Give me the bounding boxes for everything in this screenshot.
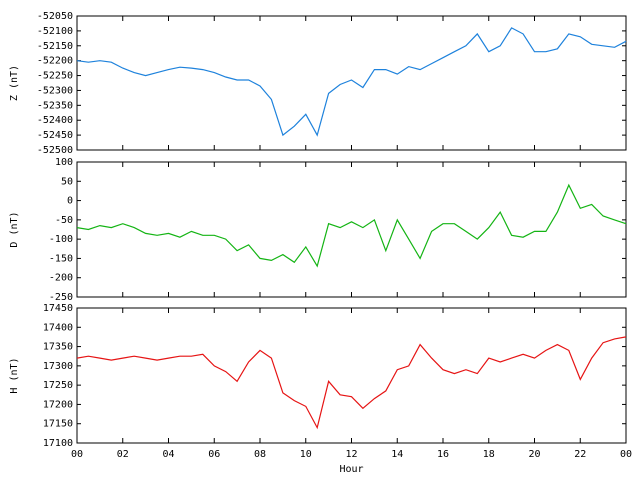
y-tick-label: -52400 [37, 115, 73, 126]
x-tick-label: 00 [620, 449, 632, 460]
y-tick-label: -200 [49, 273, 73, 284]
y-tick-label: 17350 [43, 342, 73, 353]
y-tick-label: 17450 [43, 303, 73, 314]
plot-frame [76, 307, 627, 444]
x-tick-label: 18 [483, 449, 495, 460]
y-tick-label: -50 [55, 215, 73, 226]
x-tick-label: 10 [300, 449, 312, 460]
data-line [76, 183, 627, 268]
y-tick-label: -52150 [37, 41, 73, 52]
y-tick-label: 17250 [43, 380, 73, 391]
x-tick-label: 08 [254, 449, 266, 460]
y-tick-label: 17100 [43, 438, 73, 449]
y-tick-label: 17200 [43, 399, 73, 410]
y-axis-label: H (nT) [9, 357, 20, 393]
y-tick-label: 17150 [43, 419, 73, 430]
x-tick-label: 12 [345, 449, 357, 460]
data-line [76, 336, 627, 430]
x-tick-label: 20 [528, 449, 540, 460]
y-tick-label: -100 [49, 234, 73, 245]
data-line [76, 27, 627, 137]
y-tick-label: 17400 [43, 322, 73, 333]
y-axis-label: Z (nT) [9, 65, 20, 101]
y-tick-label: 0 [67, 196, 73, 207]
x-tick-label: 04 [162, 449, 174, 460]
y-tick-label: -52250 [37, 71, 73, 82]
y-tick-label: 50 [61, 176, 73, 187]
y-tick-label: -52500 [37, 145, 73, 156]
plot-frame [76, 161, 627, 298]
y-tick-label: 17300 [43, 361, 73, 372]
x-tick-label: 16 [437, 449, 449, 460]
x-tick-label: 22 [574, 449, 586, 460]
y-tick-label: 100 [55, 157, 73, 168]
plot-frame [76, 15, 627, 151]
y-tick-label: -52350 [37, 100, 73, 111]
y-tick-label: -52100 [37, 26, 73, 37]
y-tick-label: -250 [49, 292, 73, 303]
y-tick-label: -52300 [37, 85, 73, 96]
y-axis-label: D (nT) [9, 211, 20, 247]
y-tick-label: -150 [49, 253, 73, 264]
x-tick-label: 02 [117, 449, 129, 460]
x-tick-label: 14 [391, 449, 403, 460]
y-tick-label: -52450 [37, 130, 73, 141]
y-tick-label: -52050 [37, 11, 73, 22]
y-tick-label: -52200 [37, 56, 73, 67]
x-axis-label: Hour [339, 464, 363, 475]
x-tick-label: 00 [71, 449, 83, 460]
x-tick-label: 06 [208, 449, 220, 460]
